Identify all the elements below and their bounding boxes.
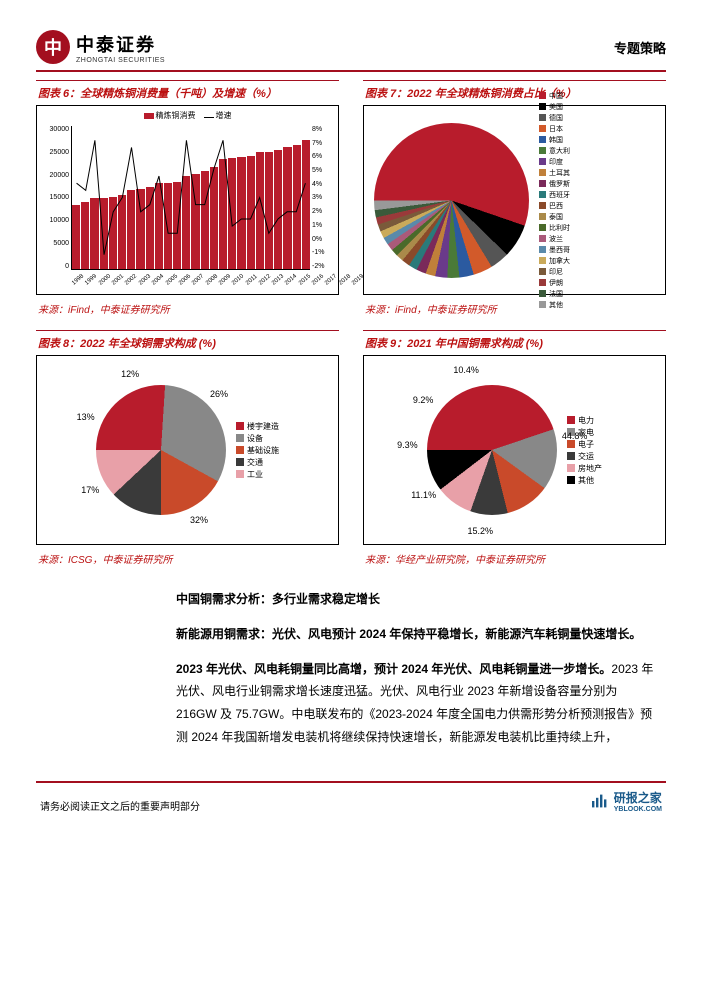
body-h1: 中国铜需求分析：多行业需求稳定增长 xyxy=(176,592,380,606)
body-h2: 新能源用铜需求：光伏、风电预计 2024 年保持平稳增长，新能源汽车耗铜量快速增… xyxy=(176,627,641,641)
logo-text-cn: 中泰证券 xyxy=(76,31,165,57)
chart7-source: 来源：iFind，中泰证券研究所 xyxy=(363,295,666,318)
body-text: 中国铜需求分析：多行业需求稳定增长 新能源用铜需求：光伏、风电预计 2024 年… xyxy=(36,568,666,771)
chart6-y-left: 300002500020000150001000050000 xyxy=(41,126,69,270)
chart8-title: 图表 8：2022 年全球铜需求构成 (%) xyxy=(36,330,339,355)
page-footer: 请务必阅读正文之后的重要声明部分 研报之家 YBLOOK.COM xyxy=(36,781,666,819)
doc-category: 专题策略 xyxy=(614,38,666,57)
watermark: 研报之家 YBLOOK.COM xyxy=(590,789,662,813)
chart6-line xyxy=(72,126,310,269)
chart9-title: 图表 9：2021 年中国铜需求构成 (%) xyxy=(363,330,666,355)
logo-icon: 中 xyxy=(36,30,70,64)
body-p1-lead: 2023 年光伏、风电耗铜量同比高增，预计 2024 年光伏、风电耗铜量进一步增… xyxy=(176,662,611,676)
page-header: 中 中泰证券 ZHONGTAI SECURITIES 专题策略 xyxy=(36,30,666,72)
chart9-legend: 电力家电电子交运房地产其他 xyxy=(567,414,602,487)
footer-disclaimer: 请务必阅读正文之后的重要声明部分 xyxy=(40,798,200,813)
chart8-source: 来源：ICSG，中泰证券研究所 xyxy=(36,545,339,568)
watermark-icon xyxy=(590,793,610,809)
chart8: 图表 8：2022 年全球铜需求构成 (%) 26%32%17%13%12% 楼… xyxy=(36,330,339,568)
chart8-pie xyxy=(96,385,226,515)
chart6-source: 来源：iFind，中泰证券研究所 xyxy=(36,295,339,318)
chart8-legend: 楼宇建造设备基础设施交通工业 xyxy=(236,420,279,481)
chart7-pie xyxy=(374,123,529,278)
chart9: 图表 9：2021 年中国铜需求构成 (%) 44.8%15.2%11.1%9.… xyxy=(363,330,666,568)
chart6-x-labels: 1998199920002001200220032004200520062007… xyxy=(71,282,310,288)
chart9-source: 来源：华经产业研究院，中泰证券研究所 xyxy=(363,545,666,568)
chart6: 图表 6：全球精炼铜消费量（千吨）及增速（%） 精炼铜消费 增速 3000025… xyxy=(36,80,339,318)
chart7-legend: 中国美国德国日本韩国意大利印度土耳其俄罗斯西班牙巴西泰国比利时波兰墨西哥加拿大印… xyxy=(539,90,570,311)
chart9-pie xyxy=(427,385,557,515)
chart6-title: 图表 6：全球精炼铜消费量（千吨）及增速（%） xyxy=(36,80,339,105)
logo: 中 中泰证券 ZHONGTAI SECURITIES xyxy=(36,30,165,64)
logo-text-en: ZHONGTAI SECURITIES xyxy=(76,57,165,64)
chart6-legend: 精炼铜消费 增速 xyxy=(144,110,232,121)
chart7-title: 图表 7：2022 年全球精炼铜消费占比（%） xyxy=(363,80,666,105)
chart6-y-right: 8%7%6%5%4%3%2%1%0%-1%-2% xyxy=(312,126,336,270)
chart7: 图表 7：2022 年全球精炼铜消费占比（%） 中国美国德国日本韩国意大利印度土… xyxy=(363,80,666,318)
